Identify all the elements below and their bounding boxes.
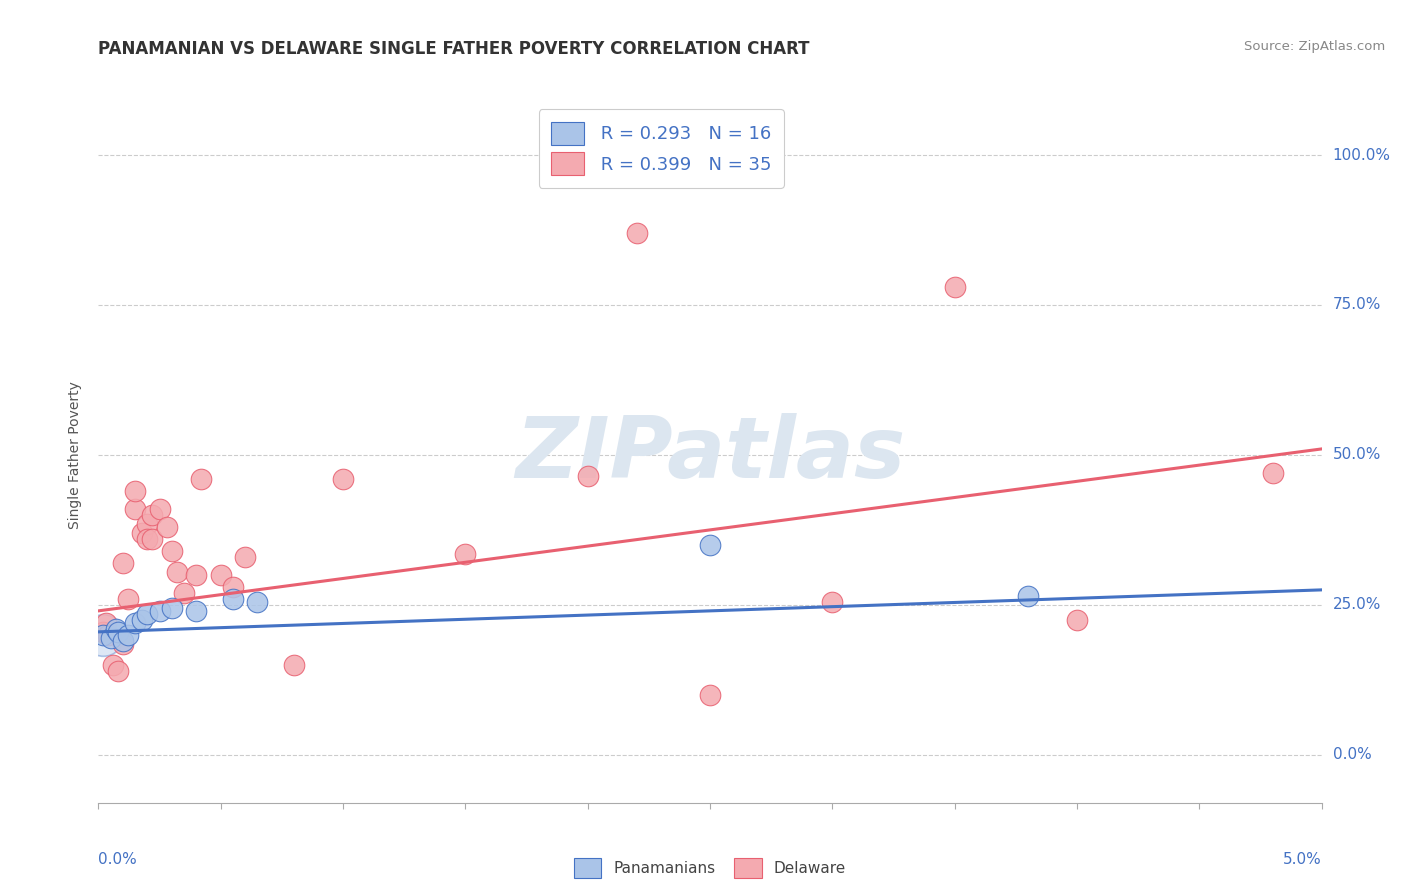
Point (190, 472, 212, 486)
Point (699, 688, 721, 702)
Point (576, 469, 599, 483)
Legend: Panamanians, Delaware: Panamanians, Delaware (567, 851, 853, 886)
Point (173, 586, 195, 600)
Text: 75.0%: 75.0% (1333, 297, 1381, 312)
Point (94, 615, 117, 630)
Point (246, 595, 269, 609)
Point (233, 549, 256, 564)
Point (1066, 613, 1088, 627)
Text: 5.0%: 5.0% (1282, 852, 1322, 867)
Point (117, 628, 139, 642)
Point (141, 508, 163, 522)
Point (821, 595, 844, 609)
Point (160, 600, 183, 615)
Point (149, 604, 172, 618)
Point (107, 664, 129, 678)
Point (131, 525, 153, 540)
Point (136, 532, 159, 546)
Point (626, 226, 648, 240)
Point (943, 280, 966, 294)
Point (124, 483, 146, 498)
Point (283, 657, 305, 672)
Text: Source: ZipAtlas.com: Source: ZipAtlas.com (1244, 40, 1385, 54)
Point (97, 628, 120, 642)
Point (91, 628, 114, 642)
Point (222, 580, 245, 594)
Point (91, 628, 114, 642)
Y-axis label: Single Father Poverty: Single Father Poverty (67, 381, 82, 529)
Point (156, 520, 179, 534)
Point (222, 591, 245, 606)
Point (149, 502, 172, 516)
Text: 0.0%: 0.0% (98, 852, 138, 867)
Text: PANAMANIAN VS DELAWARE SINGLE FATHER POVERTY CORRELATION CHART: PANAMANIAN VS DELAWARE SINGLE FATHER POV… (98, 40, 810, 58)
Point (124, 615, 146, 630)
Point (454, 547, 477, 561)
Point (699, 538, 721, 552)
Point (186, 567, 208, 582)
Point (111, 556, 134, 570)
Text: 25.0%: 25.0% (1333, 598, 1381, 613)
Point (117, 591, 139, 606)
Point (160, 544, 183, 558)
Point (107, 624, 129, 639)
Point (104, 622, 127, 636)
Text: ZIPatlas: ZIPatlas (515, 413, 905, 497)
Point (209, 567, 232, 582)
Point (91, 624, 114, 639)
Point (166, 565, 188, 579)
Point (186, 604, 208, 618)
Point (131, 613, 153, 627)
Point (100, 631, 122, 645)
Point (1017, 589, 1039, 603)
Point (141, 532, 163, 546)
Text: 0.0%: 0.0% (1333, 747, 1371, 763)
Point (136, 516, 159, 531)
Text: 100.0%: 100.0% (1333, 147, 1391, 162)
Point (1261, 466, 1284, 480)
Point (332, 472, 354, 486)
Point (124, 502, 146, 516)
Text: 50.0%: 50.0% (1333, 448, 1381, 462)
Point (101, 657, 124, 672)
Point (111, 633, 134, 648)
Point (136, 607, 159, 621)
Point (111, 637, 134, 651)
